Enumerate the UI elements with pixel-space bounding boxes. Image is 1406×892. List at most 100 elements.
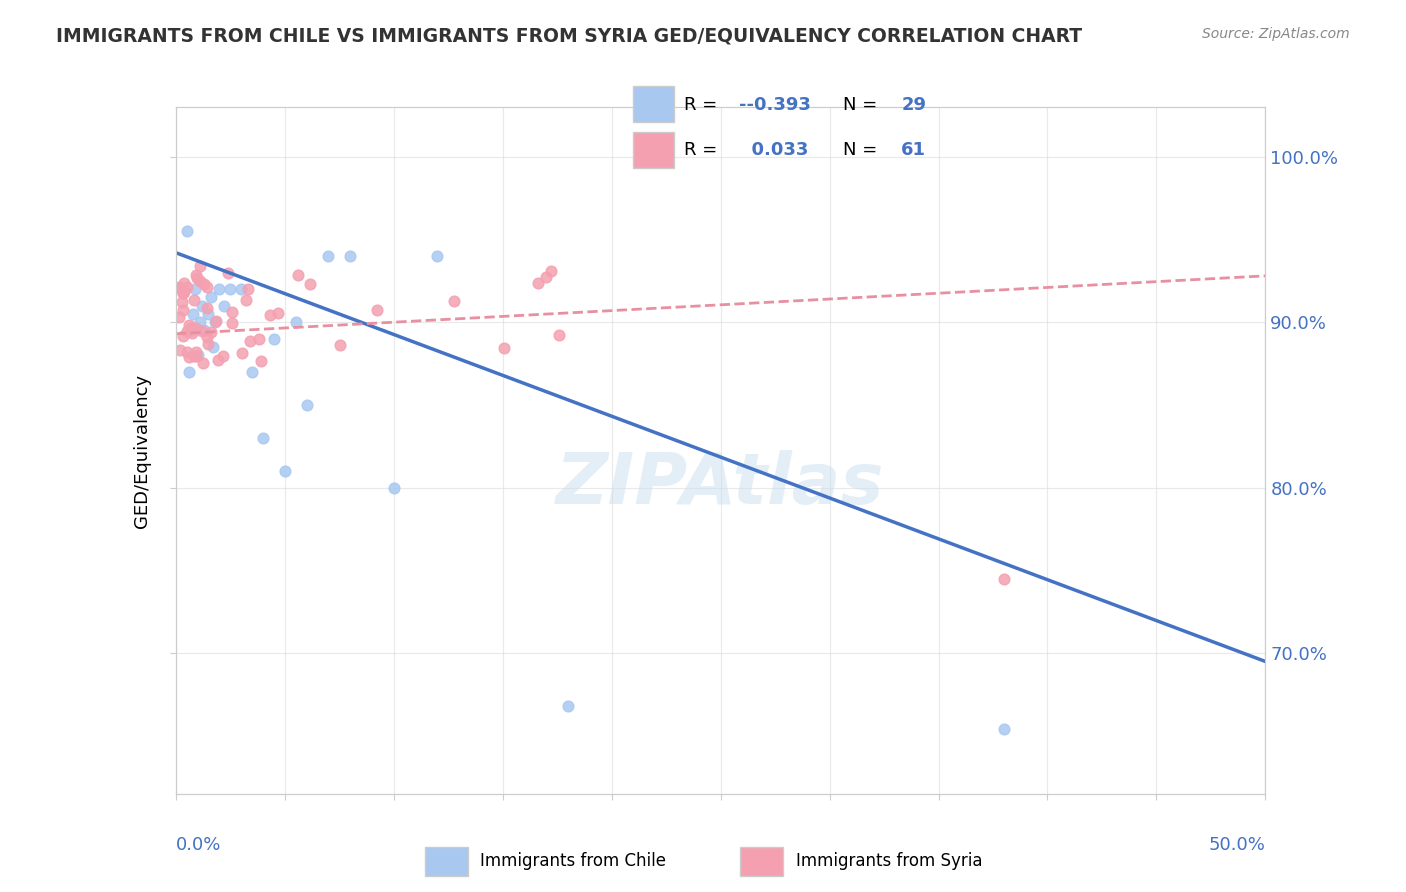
Point (205, 314, 228, 328)
Point (443, 293, 465, 308)
Text: 0.033: 0.033 (740, 141, 808, 159)
Point (239, 334, 262, 348)
Point (183, 349, 205, 363)
Bar (633, 87, 673, 122)
Point (211, 349, 233, 363)
Point (180, 321, 202, 335)
Point (184, 282, 207, 296)
Point (217, 267, 239, 281)
Text: R =: R = (685, 95, 723, 113)
Point (339, 249, 361, 263)
Point (259, 308, 281, 322)
Point (176, 345, 198, 359)
Point (557, 699, 579, 714)
Point (204, 315, 226, 329)
Point (191, 299, 214, 313)
Point (527, 277, 550, 291)
Point (284, 315, 307, 329)
Point (188, 259, 211, 273)
Text: N =: N = (842, 95, 883, 113)
Point (197, 336, 219, 351)
Point (173, 284, 195, 298)
Point (231, 282, 253, 296)
Text: N =: N = (842, 141, 883, 159)
Point (186, 344, 208, 359)
Bar (425, 847, 468, 876)
Point (180, 326, 202, 340)
Point (186, 271, 208, 285)
Point (249, 354, 271, 368)
Point (183, 293, 205, 308)
Point (195, 301, 218, 315)
Point (236, 281, 259, 295)
Text: Source: ZipAtlas.com: Source: ZipAtlas.com (1202, 27, 1350, 41)
Point (186, 349, 208, 363)
Point (263, 332, 285, 346)
Point (177, 365, 200, 379)
Point (173, 276, 195, 290)
Y-axis label: GED/Equivalency: GED/Equivalency (134, 374, 152, 527)
Text: 29: 29 (901, 95, 927, 113)
Point (186, 321, 208, 335)
Point (191, 324, 214, 338)
Text: Immigrants from Syria: Immigrants from Syria (796, 852, 983, 870)
Point (494, 341, 516, 355)
Text: 50.0%: 50.0% (1209, 836, 1265, 854)
Point (366, 303, 388, 318)
Point (167, 280, 190, 294)
Point (172, 286, 194, 301)
Point (329, 338, 352, 352)
Text: R =: R = (685, 141, 723, 159)
Point (548, 327, 571, 342)
Point (179, 351, 201, 365)
Point (207, 353, 229, 368)
Point (172, 285, 194, 300)
Text: 61: 61 (901, 141, 927, 159)
Text: 0.0%: 0.0% (176, 836, 221, 854)
Point (197, 307, 219, 321)
Point (176, 280, 198, 294)
Point (176, 224, 198, 238)
Point (200, 326, 222, 340)
Point (188, 315, 211, 329)
Point (382, 481, 405, 495)
Point (173, 284, 195, 298)
Text: IMMIGRANTS FROM CHILE VS IMMIGRANTS FROM SYRIA GED/EQUIVALENCY CORRELATION CHART: IMMIGRANTS FROM CHILE VS IMMIGRANTS FROM… (56, 27, 1083, 45)
Text: Immigrants from Chile: Immigrants from Chile (481, 852, 666, 870)
Point (235, 293, 257, 308)
Text: --0.393: --0.393 (740, 95, 811, 113)
Text: ZIPAtlas: ZIPAtlas (557, 450, 884, 519)
Point (193, 323, 215, 337)
Point (181, 307, 204, 321)
Point (208, 282, 231, 296)
Point (169, 343, 191, 357)
Point (179, 318, 201, 332)
Point (197, 280, 219, 294)
Bar (633, 132, 673, 168)
Point (252, 431, 274, 445)
Point (200, 290, 222, 304)
Point (169, 281, 191, 295)
Point (193, 356, 215, 370)
Point (201, 340, 224, 354)
Point (318, 249, 340, 263)
Point (221, 304, 243, 318)
Point (172, 328, 194, 343)
Point (169, 310, 191, 324)
Point (298, 277, 321, 291)
Point (240, 365, 263, 379)
Point (274, 464, 297, 478)
Point (247, 332, 270, 346)
Point (172, 294, 194, 309)
Point (287, 268, 309, 282)
Point (195, 329, 218, 343)
Point (184, 268, 207, 283)
Bar (740, 847, 783, 876)
Point (180, 323, 202, 337)
Point (540, 264, 562, 278)
Point (993, 572, 1015, 586)
Point (231, 346, 253, 360)
Point (295, 398, 318, 412)
Point (188, 274, 211, 288)
Point (176, 324, 198, 338)
